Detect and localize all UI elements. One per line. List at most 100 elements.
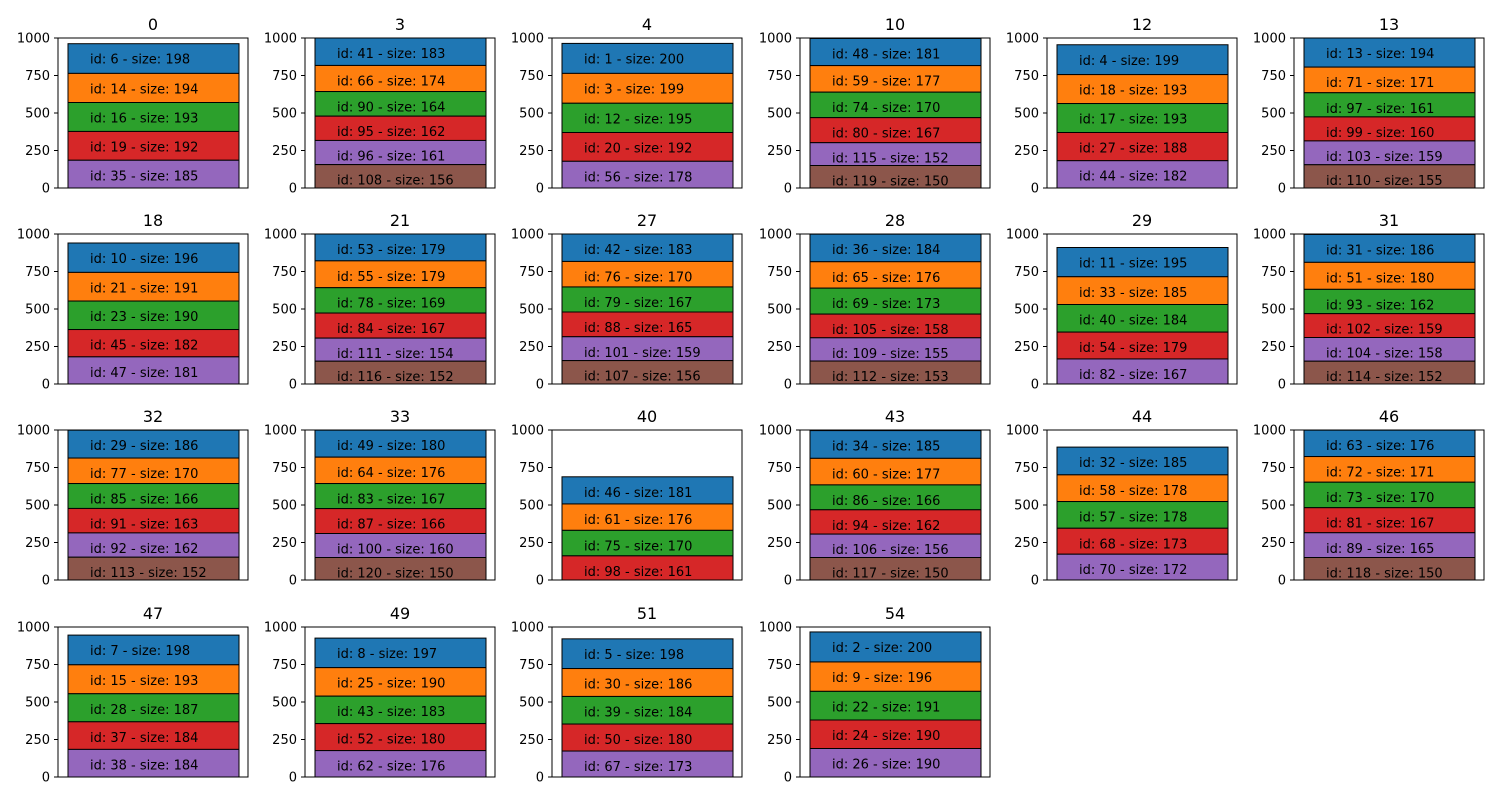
segment-label: id: 10 - size: 196 (90, 252, 198, 267)
y-tick-label: 1000 (1253, 424, 1286, 439)
segment-label: id: 75 - size: 170 (584, 539, 692, 554)
panel-46: 46 id: 63 - size: 176 id: 72 - size: 171 id… (1253, 407, 1485, 589)
segment-label: id: 91 - size: 163 (90, 517, 198, 532)
y-tick-label: 750 (1014, 265, 1039, 280)
segment-label: id: 113 - size: 152 (90, 566, 207, 581)
segment-label: id: 61 - size: 176 (584, 513, 692, 528)
segment-label: id: 96 - size: 161 (337, 149, 445, 164)
y-tick-label: 500 (25, 499, 50, 514)
y-tick-label: 250 (519, 144, 544, 159)
y-tick-label: 0 (784, 771, 792, 786)
bar-segment (809, 430, 982, 459)
bar-segment (67, 693, 240, 723)
bar-segment (1303, 481, 1476, 509)
bar-segment (314, 750, 487, 778)
bar-segment (314, 233, 487, 262)
bar-segment (67, 300, 240, 331)
y-tick-label: 250 (1014, 536, 1039, 551)
bar-segment (561, 42, 734, 74)
y-tick-label: 0 (42, 182, 50, 197)
segment-label: id: 1 - size: 200 (584, 52, 684, 67)
panel-title: 46 (1379, 407, 1399, 426)
bar-segment (809, 91, 982, 119)
bar-segment (809, 457, 982, 486)
y-tick-label: 250 (25, 144, 50, 159)
segment-label: id: 93 - size: 162 (1326, 298, 1434, 313)
bar-segment (1303, 66, 1476, 94)
segment-label: id: 109 - size: 155 (832, 347, 949, 362)
bar-segment (1056, 247, 1229, 278)
y-tick-label: 1000 (264, 424, 297, 439)
y-tick-label: 500 (767, 499, 792, 514)
y-tick-label: 750 (519, 265, 544, 280)
bar-segment (67, 72, 240, 104)
segment-label: id: 34 - size: 185 (832, 440, 940, 455)
segment-label: id: 63 - size: 176 (1326, 439, 1434, 454)
panel-title: 4 (642, 15, 652, 34)
bar-segment (809, 37, 982, 67)
segment-label: id: 87 - size: 166 (337, 518, 445, 533)
segment-label: id: 116 - size: 152 (337, 370, 454, 385)
bar-segment (809, 287, 982, 315)
y-tick-label: 1000 (264, 228, 297, 243)
segment-label: id: 107 - size: 156 (584, 370, 701, 385)
bar-segment (1056, 74, 1229, 105)
panel-47: 47 id: 7 - size: 198 id: 15 - size: 193 id:… (17, 604, 249, 786)
segment-label: id: 78 - size: 169 (337, 297, 445, 312)
y-tick-label: 0 (1031, 378, 1039, 393)
segment-label: id: 86 - size: 166 (832, 494, 940, 509)
panel-32: 32 id: 29 - size: 186 id: 77 - size: 170 id… (17, 407, 249, 589)
panel-54: 54 id: 2 - size: 200 id: 9 - size: 196 id: … (759, 604, 991, 786)
y-tick-label: 0 (536, 771, 544, 786)
bar-segment (561, 286, 734, 313)
bar-segment (314, 695, 487, 725)
segment-label: id: 111 - size: 154 (337, 347, 454, 362)
bar-segment (809, 261, 982, 289)
bar-segment (314, 287, 487, 314)
bar-segment (67, 130, 240, 161)
panel-33: 33 id: 49 - size: 180 id: 64 - size: 176 id… (264, 407, 496, 589)
bar-segment (1056, 446, 1229, 476)
segment-label: id: 84 - size: 167 (337, 322, 445, 337)
segment-label: id: 62 - size: 176 (337, 760, 445, 775)
segment-label: id: 95 - size: 162 (337, 125, 445, 140)
y-tick-label: 250 (272, 144, 297, 159)
segment-label: id: 70 - size: 172 (1079, 563, 1187, 578)
bar-segment (809, 719, 982, 749)
panel-0: 0 id: 6 - size: 198 id: 14 - size: 194 id: … (17, 15, 249, 197)
segment-label: id: 64 - size: 176 (337, 466, 445, 481)
y-tick-label: 750 (519, 658, 544, 673)
bar-segment (67, 664, 240, 695)
bar-segment (561, 750, 734, 778)
bar-segment (67, 721, 240, 750)
segment-label: id: 100 - size: 160 (337, 543, 454, 558)
segment-label: id: 119 - size: 150 (832, 175, 949, 190)
segment-label: id: 108 - size: 156 (337, 174, 454, 189)
segment-label: id: 4 - size: 199 (1079, 54, 1179, 69)
y-tick-label: 750 (519, 69, 544, 84)
segment-label: id: 54 - size: 179 (1079, 341, 1187, 356)
panel-18: 18 id: 10 - size: 196 id: 21 - size: 191 id… (17, 211, 249, 393)
segment-label: id: 39 - size: 184 (584, 705, 692, 720)
y-tick-label: 1000 (17, 228, 50, 243)
bar-segment (561, 160, 734, 189)
bar-segment (314, 456, 487, 485)
y-tick-label: 0 (536, 182, 544, 197)
panel-title: 3 (395, 15, 405, 34)
panel-43: 43 id: 34 - size: 185 id: 60 - size: 177 id… (759, 407, 991, 589)
y-tick-label: 750 (272, 658, 297, 673)
bar-segment (1303, 261, 1476, 290)
segment-label: id: 32 - size: 185 (1079, 456, 1187, 471)
bar-segment (809, 233, 982, 263)
bar-segment (314, 37, 487, 66)
panel-title: 51 (637, 604, 657, 623)
panel-51: 51 id: 5 - size: 198 id: 30 - size: 186 id:… (511, 604, 743, 786)
y-tick-label: 500 (1014, 499, 1039, 514)
y-tick-label: 500 (272, 107, 297, 122)
segment-label: id: 43 - size: 183 (337, 705, 445, 720)
panel-13: 13 id: 13 - size: 194 id: 71 - size: 171 id… (1253, 15, 1485, 197)
y-tick-label: 750 (1261, 69, 1286, 84)
segment-label: id: 2 - size: 200 (832, 641, 932, 656)
panel-44: 44 id: 32 - size: 185 id: 58 - size: 178 id… (1006, 407, 1238, 589)
bar-segment (561, 233, 734, 262)
